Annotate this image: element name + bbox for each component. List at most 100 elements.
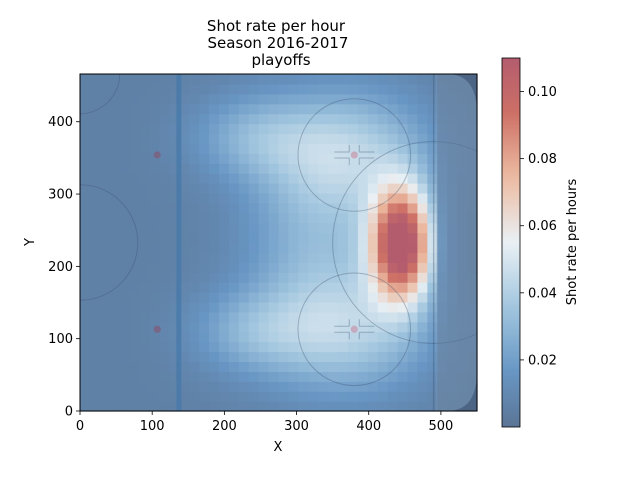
heatmap-cell (298, 103, 309, 115)
y-tick-label: 0 (65, 405, 73, 420)
heatmap-cell (308, 301, 319, 313)
heatmap-cell (209, 282, 220, 293)
heatmap-cell (308, 113, 319, 125)
heatmap-cell (308, 282, 319, 293)
heatmap-cell (298, 301, 309, 313)
heatmap-cell (109, 74, 121, 85)
heatmap-cell (268, 183, 280, 194)
heatmap-cell (357, 133, 369, 144)
heatmap-cell (278, 222, 290, 234)
heatmap-cell (417, 143, 428, 154)
heatmap-cell (347, 361, 359, 372)
heatmap-cell (139, 341, 151, 353)
heatmap-cell (179, 301, 190, 313)
heatmap-cell (129, 361, 141, 372)
heatmap-cell (258, 311, 270, 323)
heatmap-cell (139, 311, 151, 323)
heatmap-cell (149, 401, 160, 412)
heatmap-cell (288, 103, 299, 115)
heatmap-cell (189, 371, 200, 382)
heatmap-cell (457, 143, 468, 154)
heatmap-cell (99, 192, 111, 204)
heatmap-cell (159, 153, 170, 164)
heatmap-cell (308, 252, 319, 263)
heatmap-cell (109, 232, 121, 244)
heatmap-cell (199, 173, 210, 184)
heatmap-cell (169, 381, 180, 392)
heatmap-cell (338, 123, 349, 135)
heatmap-cell (377, 173, 389, 184)
heatmap-cell (347, 292, 359, 303)
heatmap-cell (288, 301, 299, 313)
heatmap-cell (89, 202, 101, 214)
heatmap-cell (377, 262, 389, 273)
heatmap-cell (387, 222, 399, 234)
heatmap-cell (80, 74, 91, 85)
heatmap-cell (447, 83, 458, 95)
heatmap-cell (248, 361, 260, 372)
heatmap-cell (288, 212, 299, 224)
heatmap-cell (397, 143, 409, 154)
heatmap-cell (357, 242, 369, 254)
faceoff-dot (350, 151, 358, 159)
heatmap-cell (377, 371, 389, 382)
heatmap-cell (437, 351, 448, 363)
heatmap-cell (179, 173, 190, 184)
heatmap-cell (357, 301, 369, 313)
heatmap-cell (218, 371, 230, 382)
heatmap-cell (149, 341, 160, 353)
heatmap-cell (189, 232, 200, 244)
heatmap-cell (367, 163, 379, 174)
heatmap-cell (159, 361, 170, 372)
heatmap-cell (447, 192, 458, 204)
heatmap-cell (298, 133, 309, 144)
heatmap-cell (99, 212, 111, 224)
heatmap-cell (357, 202, 369, 214)
heatmap-cell (89, 401, 101, 412)
heatmap-cell (417, 93, 428, 105)
heatmap-cell (278, 113, 290, 125)
heatmap-cell (338, 202, 349, 214)
heatmap-cell (99, 103, 111, 115)
heatmap-cell (437, 163, 448, 174)
heatmap-cell (407, 272, 419, 283)
heatmap-cell (248, 192, 260, 204)
heatmap-cell (80, 103, 91, 115)
heatmap-cell (89, 272, 101, 283)
heatmap-cell (417, 83, 428, 95)
heatmap-cell (278, 212, 290, 224)
heatmap-cell (338, 183, 349, 194)
heatmap-cell (447, 272, 458, 283)
heatmap-cell (407, 202, 419, 214)
heatmap-cell (228, 163, 240, 174)
heatmap-cell (99, 272, 111, 283)
heatmap-cell (228, 311, 240, 323)
heatmap-cell (209, 123, 220, 135)
heatmap-cell (149, 361, 160, 372)
hash-mark (358, 157, 375, 165)
heatmap-cell (347, 311, 359, 323)
heatmap-cell (189, 133, 200, 144)
heatmap-cell (149, 262, 160, 273)
heatmap-cell (417, 183, 428, 194)
heatmap-cell (89, 212, 101, 224)
heatmap-cell (268, 222, 280, 234)
heatmap-cell (179, 222, 190, 234)
heatmap-cell (417, 361, 428, 372)
heatmap-cell (308, 381, 319, 392)
heatmap-cell (169, 321, 180, 333)
heatmap-cell (258, 153, 270, 164)
heatmap-cell (189, 351, 200, 363)
heatmap-cell (377, 123, 389, 135)
heatmap-cell (169, 262, 180, 273)
heatmap-cell (268, 371, 280, 382)
heatmap-cell (129, 173, 141, 184)
heatmap-cell (288, 252, 299, 263)
heatmap-cell (357, 381, 369, 392)
heatmap-cell (228, 262, 240, 273)
heatmap-cell (318, 371, 329, 382)
heatmap-cell (377, 93, 389, 105)
heatmap-cell (119, 153, 131, 164)
heatmap-cell (387, 301, 399, 313)
heatmap-cell (159, 173, 170, 184)
